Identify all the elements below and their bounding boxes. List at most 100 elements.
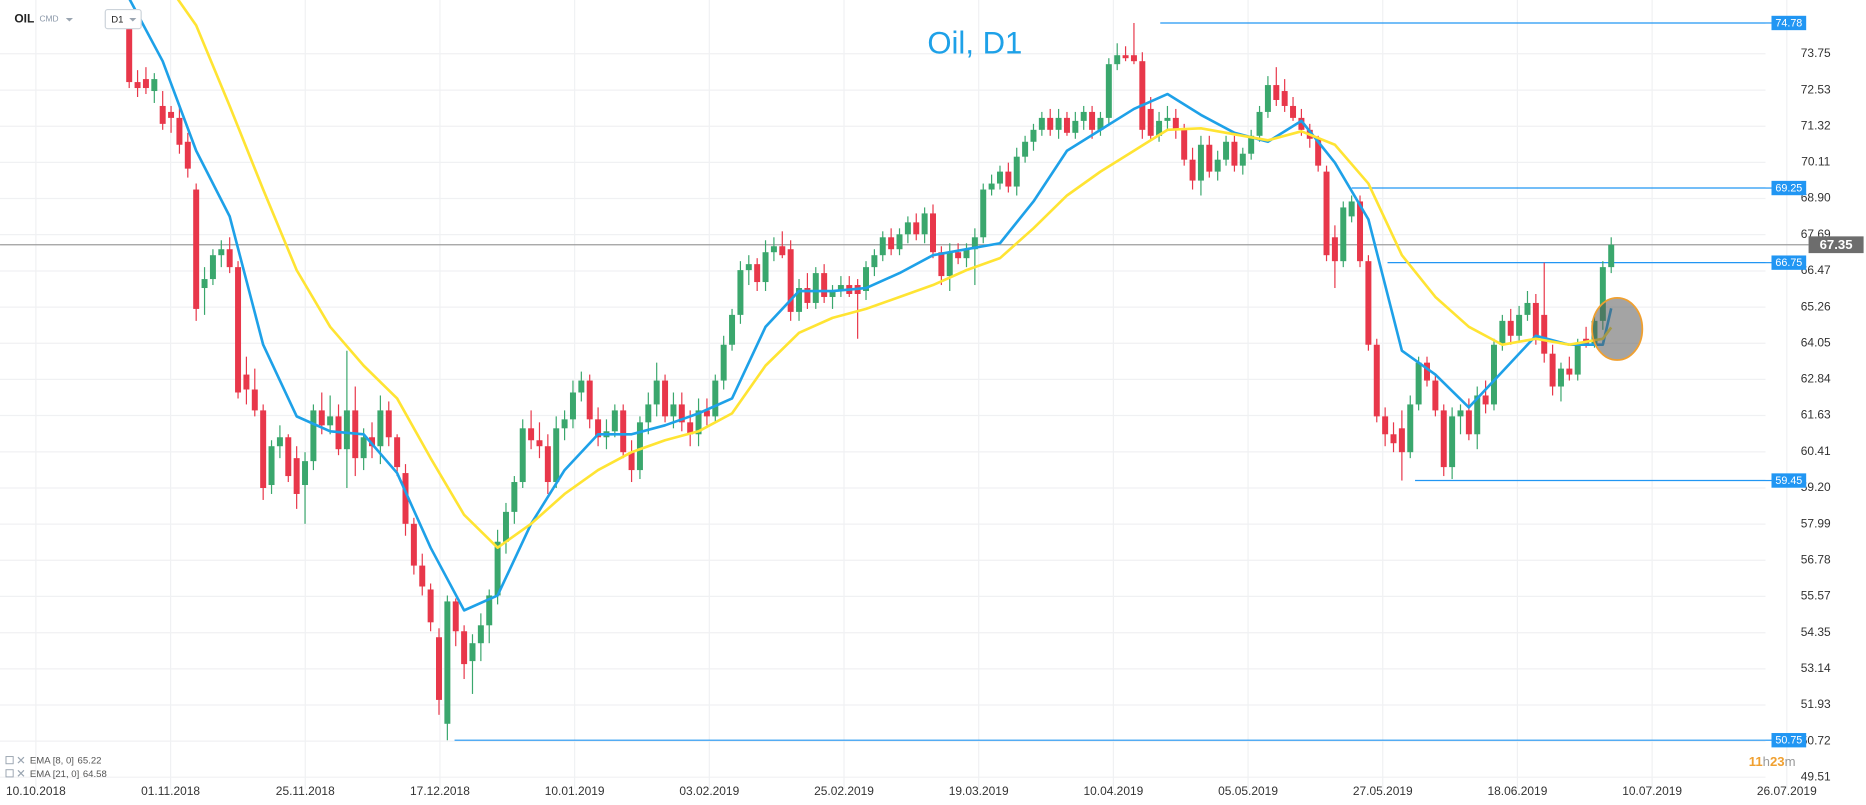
- x-tick-label: 05.05.2019: [1218, 784, 1278, 798]
- candle-body-up: [268, 446, 275, 486]
- candle-body-down: [1365, 261, 1372, 345]
- candle-body-up: [946, 252, 953, 277]
- candle-body-down: [1482, 395, 1489, 405]
- candle-body-down: [1139, 61, 1146, 130]
- candle-body-up: [1022, 141, 1029, 157]
- price-level-badge: [1771, 733, 1807, 748]
- x-tick-label: 25.11.2018: [276, 784, 335, 798]
- candle-body-down: [1357, 201, 1364, 262]
- x-tick-label: 19.03.2019: [949, 784, 1009, 798]
- candle-body-down: [1189, 159, 1196, 181]
- candle-body-down: [142, 79, 149, 89]
- candle-body-up: [1214, 159, 1221, 172]
- candle-body-down: [1323, 171, 1330, 256]
- countdown: 11h23m: [1749, 755, 1796, 770]
- candle-body-up: [1415, 362, 1422, 405]
- candle-body-down: [955, 252, 962, 259]
- candle-body-up: [1013, 156, 1020, 187]
- candle-body-down: [394, 437, 401, 468]
- candle-body-down: [1273, 85, 1280, 100]
- price-level-label: 50.75: [1775, 735, 1802, 747]
- candle-body-down: [1047, 117, 1054, 130]
- candle-body-down: [1147, 108, 1154, 136]
- candle-body-up: [1105, 64, 1112, 118]
- interval-dropdown[interactable]: [129, 17, 137, 22]
- price-level-badge: [1771, 180, 1807, 196]
- candle-body-up: [745, 264, 752, 271]
- legend-entry: EMA [21, 0] 64.58: [30, 768, 107, 779]
- annotation-ellipse: [1591, 296, 1644, 361]
- candle-body-down: [779, 246, 786, 256]
- candle-body-up: [1080, 111, 1087, 121]
- candle-body-down: [1390, 434, 1397, 444]
- candle-body-up: [829, 291, 836, 297]
- candle-body-down: [1331, 237, 1338, 262]
- candle-body-down: [1181, 129, 1188, 160]
- candle-body-down: [821, 273, 828, 297]
- candle-body-down: [1507, 320, 1514, 336]
- candle-body-up: [762, 252, 769, 283]
- candle-body-down: [1373, 344, 1380, 417]
- candle-body-up: [879, 237, 886, 256]
- candle-body-up: [511, 482, 518, 512]
- candle-body-up: [837, 285, 844, 292]
- candle-body-up: [1516, 314, 1523, 336]
- candle-body-up: [1574, 344, 1581, 375]
- legend-value: 65.22: [78, 755, 102, 766]
- candle-body-up: [636, 422, 643, 471]
- candle-body-up: [469, 643, 476, 662]
- candle-body-down: [687, 422, 694, 435]
- candle-body-up: [444, 601, 451, 724]
- candle-body-up: [871, 255, 878, 268]
- candle-body-up: [988, 183, 995, 190]
- candle-body-down: [1541, 314, 1548, 354]
- y-tick-label: 59.20: [1801, 480, 1831, 494]
- market-dropdown[interactable]: [65, 17, 73, 22]
- y-tick-label: 51.93: [1801, 697, 1831, 711]
- plot-area: [0, 0, 1766, 741]
- candle-body-up: [201, 279, 208, 289]
- candle-body-down: [1440, 410, 1447, 468]
- candle-body-up: [1097, 117, 1104, 130]
- last-price-label: 67.35: [1820, 237, 1853, 252]
- candle-body-down: [678, 404, 685, 423]
- candle-body-up: [1524, 302, 1531, 315]
- candle-body-up: [1256, 111, 1263, 136]
- candle-body-up: [1055, 117, 1062, 130]
- price-level-label: 66.75: [1775, 257, 1802, 269]
- candle-body-down: [913, 222, 920, 235]
- candle-body-down: [1398, 428, 1405, 453]
- legend-value: 64.58: [83, 768, 107, 779]
- candle-body-up: [1248, 135, 1255, 154]
- candle-body-down: [251, 389, 258, 411]
- interval-selector[interactable]: [104, 8, 142, 30]
- candle-body-up: [209, 255, 216, 280]
- candle-body-down: [436, 637, 442, 700]
- legend-remove[interactable]: [17, 756, 25, 764]
- candle-body-down: [662, 380, 669, 417]
- legend-remove[interactable]: [17, 769, 25, 777]
- candle-body-up: [611, 410, 618, 432]
- candle-body-down: [528, 428, 535, 441]
- candle-body-down: [285, 437, 292, 477]
- candle-body-down: [1532, 302, 1539, 339]
- legend-icon[interactable]: [5, 756, 14, 765]
- candle-body-down: [1566, 368, 1573, 375]
- x-tick-label: 25.02.2019: [814, 784, 874, 798]
- candle-body-down: [930, 213, 936, 253]
- candle-body-up: [1490, 344, 1497, 405]
- candle-body-down: [1549, 353, 1556, 387]
- candle-body-down: [385, 410, 392, 438]
- candle-body-up: [343, 410, 350, 450]
- candle-body-down: [1231, 141, 1238, 166]
- candle-body-down: [1290, 105, 1297, 118]
- legend-icon[interactable]: [5, 769, 14, 778]
- x-tick-label: 01.11.2018: [141, 784, 200, 798]
- candle-body-down: [168, 111, 175, 118]
- candle-body-down: [1005, 171, 1012, 187]
- countdown-h: h: [1763, 755, 1770, 770]
- x-tick-label: 10.10.2018: [6, 784, 66, 798]
- candle-body-down: [1063, 117, 1070, 133]
- candle-body-up: [695, 410, 702, 435]
